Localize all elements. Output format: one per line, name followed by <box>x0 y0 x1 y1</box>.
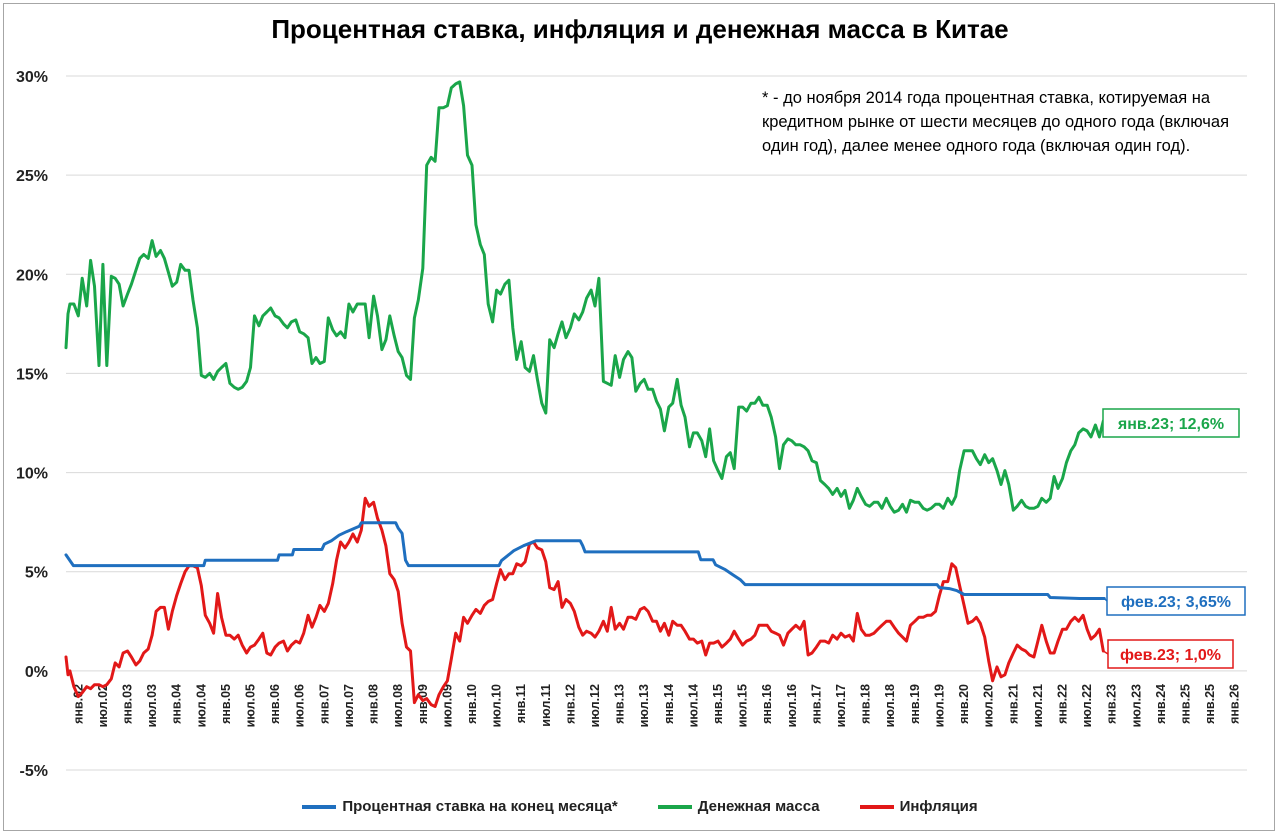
legend-line-rate <box>302 804 337 809</box>
end-label-box <box>1107 639 1234 669</box>
end-label-box <box>1102 408 1240 438</box>
x-tick-label: июл.23 <box>1129 684 1143 727</box>
x-tick-label: янв.12 <box>563 684 577 724</box>
x-tick-label: янв.24 <box>1154 684 1168 724</box>
x-tick-label: янв.03 <box>121 684 135 724</box>
x-tick-label: янв.20 <box>957 684 971 724</box>
x-tick-label: янв.25 <box>1203 684 1217 724</box>
x-tick-label: июл.07 <box>342 684 356 727</box>
chart-title: Процентная ставка, инфляция и денежная м… <box>271 14 1009 44</box>
legend-item-inflation: Инфляция <box>859 798 978 815</box>
end-label: янв.23; 12,6% <box>1117 416 1224 433</box>
x-tick-label: июл.02 <box>96 684 110 727</box>
x-tick-label: янв.17 <box>809 684 823 724</box>
x-tick-label: июл.06 <box>293 684 307 727</box>
legend-label-rate: Процентная ставка на конец месяца* <box>342 798 618 815</box>
x-tick-label: янв.23 <box>1105 684 1119 724</box>
series-line-0 <box>64 521 1106 600</box>
x-tick-label: июл.12 <box>588 684 602 727</box>
x-tick-label: янв.25 <box>1178 684 1192 724</box>
x-tick-label: янв.19 <box>908 684 922 724</box>
y-tick-label: 0% <box>25 664 48 681</box>
x-tick-label: июл.22 <box>1080 684 1094 727</box>
x-tick-label: июл.04 <box>194 684 208 727</box>
x-tick-label: июл.11 <box>539 684 553 727</box>
x-tick-label: июл.05 <box>244 684 258 727</box>
x-tick-label: янв.21 <box>1006 684 1020 724</box>
y-tick-label: 30% <box>16 69 48 86</box>
end-label: фев.23; 3,65% <box>1121 594 1231 611</box>
legend: Процентная ставка на конец месяца* Денеж… <box>0 798 1280 815</box>
x-tick-label: июл.03 <box>145 684 159 727</box>
x-tick-label: янв.22 <box>1055 684 1069 724</box>
x-tick-label: июл.10 <box>490 684 504 727</box>
y-tick-label: 10% <box>16 466 48 483</box>
x-tick-label: июл.16 <box>785 684 799 727</box>
x-tick-label: янв.10 <box>465 684 479 724</box>
legend-line-inflation <box>859 804 894 809</box>
x-tick-label: июл.20 <box>982 684 996 727</box>
series-line-1 <box>64 80 1105 514</box>
x-tick-label: янв.06 <box>268 684 282 724</box>
x-tick-label: янв.05 <box>219 684 233 724</box>
chart-frame <box>3 3 1275 831</box>
x-tick-label: июл.15 <box>736 684 750 727</box>
x-tick-label: июл.14 <box>686 684 700 727</box>
y-tick-label: -5% <box>20 763 48 780</box>
x-tick-label: июл.18 <box>883 684 897 727</box>
x-tick-label: янв.15 <box>711 684 725 724</box>
end-label-box <box>1106 586 1246 616</box>
y-tick-label: 5% <box>25 565 48 582</box>
x-tick-label: янв.26 <box>1228 684 1242 724</box>
legend-line-money <box>657 804 692 809</box>
legend-label-money: Денежная масса <box>697 798 820 815</box>
y-tick-label: 20% <box>16 267 48 284</box>
x-tick-label: июл.13 <box>637 684 651 727</box>
x-tick-label: июл.17 <box>834 684 848 727</box>
series-line-2 <box>64 496 1105 708</box>
x-tick-label: янв.11 <box>514 684 528 723</box>
x-tick-label: янв.16 <box>760 684 774 724</box>
chart-note: * - до ноября 2014 года процентная ставк… <box>762 89 1230 155</box>
x-tick-label: янв.09 <box>416 684 430 724</box>
x-tick-label: янв.18 <box>859 684 873 724</box>
legend-label-inflation: Инфляция <box>899 798 978 815</box>
x-tick-label: янв.07 <box>317 684 331 724</box>
legend-item-rate: Процентная ставка на конец месяца* <box>302 798 618 815</box>
end-label-leader <box>1102 650 1109 655</box>
x-tick-label: июл.21 <box>1031 684 1045 727</box>
x-tick-label: июл.09 <box>440 684 454 727</box>
legend-item-money: Денежная масса <box>657 798 820 815</box>
x-tick-label: янв.14 <box>662 684 676 724</box>
x-tick-label: янв.13 <box>613 684 627 724</box>
x-tick-label: янв.04 <box>170 684 184 724</box>
end-label: фев.23; 1,0% <box>1120 647 1221 664</box>
x-tick-label: июл.19 <box>932 684 946 727</box>
y-tick-label: 25% <box>16 168 48 185</box>
x-tick-label: янв.08 <box>367 684 381 724</box>
x-tick-label: июл.08 <box>391 684 405 727</box>
y-tick-label: 15% <box>16 366 48 383</box>
